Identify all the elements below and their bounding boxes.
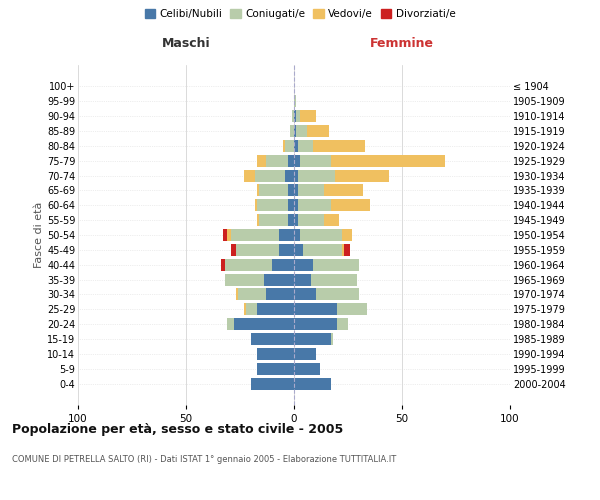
Bar [294, 140, 298, 152]
Bar [296, 110, 301, 122]
Bar [301, 110, 316, 122]
Bar [272, 259, 294, 270]
Bar [344, 244, 350, 256]
Bar [283, 140, 286, 152]
Bar [341, 244, 344, 256]
Bar [294, 110, 296, 122]
Bar [287, 214, 294, 226]
Bar [296, 125, 307, 137]
Bar [294, 155, 301, 166]
Bar [298, 200, 331, 211]
Bar [286, 140, 294, 152]
Bar [227, 318, 233, 330]
Bar [294, 348, 316, 360]
Bar [331, 333, 333, 345]
Bar [335, 170, 389, 181]
Bar [316, 288, 359, 300]
Bar [294, 333, 331, 345]
Bar [294, 229, 301, 241]
Bar [341, 229, 352, 241]
Bar [298, 214, 324, 226]
Bar [290, 125, 294, 137]
Bar [236, 244, 279, 256]
Bar [313, 140, 365, 152]
Bar [257, 200, 287, 211]
Bar [244, 170, 255, 181]
Bar [259, 214, 287, 226]
Bar [294, 244, 302, 256]
Bar [324, 214, 340, 226]
Bar [294, 214, 298, 226]
Bar [257, 363, 294, 374]
Bar [294, 288, 316, 300]
Bar [266, 155, 287, 166]
Bar [331, 155, 445, 166]
Bar [257, 155, 266, 166]
Bar [255, 200, 257, 211]
Bar [232, 229, 279, 241]
Bar [294, 363, 320, 374]
Bar [294, 274, 311, 285]
Bar [247, 304, 257, 315]
Bar [227, 229, 232, 241]
Bar [232, 244, 236, 256]
Y-axis label: Fasce di età: Fasce di età [34, 202, 44, 268]
Bar [255, 170, 286, 181]
Bar [257, 184, 259, 196]
Bar [337, 304, 367, 315]
Bar [279, 229, 294, 241]
Bar [279, 244, 294, 256]
Bar [257, 304, 294, 315]
Bar [294, 96, 296, 107]
Bar [294, 318, 337, 330]
Bar [251, 378, 294, 390]
Bar [294, 259, 313, 270]
Bar [324, 184, 363, 196]
Bar [287, 184, 294, 196]
Bar [266, 288, 294, 300]
Bar [257, 348, 294, 360]
Bar [298, 184, 324, 196]
Bar [287, 200, 294, 211]
Bar [337, 318, 348, 330]
Bar [294, 378, 331, 390]
Bar [294, 200, 298, 211]
Text: Femmine: Femmine [370, 37, 434, 50]
Bar [264, 274, 294, 285]
Bar [311, 274, 356, 285]
Bar [301, 155, 331, 166]
Bar [236, 288, 238, 300]
Text: COMUNE DI PETRELLA SALTO (RI) - Dati ISTAT 1° gennaio 2005 - Elaborazione TUTTIT: COMUNE DI PETRELLA SALTO (RI) - Dati IST… [12, 455, 396, 464]
Bar [257, 214, 259, 226]
Text: Popolazione per età, sesso e stato civile - 2005: Popolazione per età, sesso e stato civil… [12, 422, 343, 436]
Bar [225, 274, 264, 285]
Bar [307, 125, 329, 137]
Bar [294, 304, 337, 315]
Bar [244, 304, 247, 315]
Bar [287, 155, 294, 166]
Bar [331, 200, 370, 211]
Bar [298, 170, 335, 181]
Bar [292, 110, 294, 122]
Bar [221, 259, 225, 270]
Bar [259, 184, 287, 196]
Bar [225, 259, 272, 270]
Bar [313, 259, 359, 270]
Bar [302, 244, 341, 256]
Bar [301, 229, 341, 241]
Text: Maschi: Maschi [161, 37, 211, 50]
Bar [233, 318, 294, 330]
Bar [223, 229, 227, 241]
Bar [238, 288, 266, 300]
Bar [298, 140, 313, 152]
Legend: Celibi/Nubili, Coniugati/e, Vedovi/e, Divorziati/e: Celibi/Nubili, Coniugati/e, Vedovi/e, Di… [140, 5, 460, 24]
Bar [294, 170, 298, 181]
Bar [294, 125, 296, 137]
Bar [286, 170, 294, 181]
Bar [294, 184, 298, 196]
Bar [251, 333, 294, 345]
